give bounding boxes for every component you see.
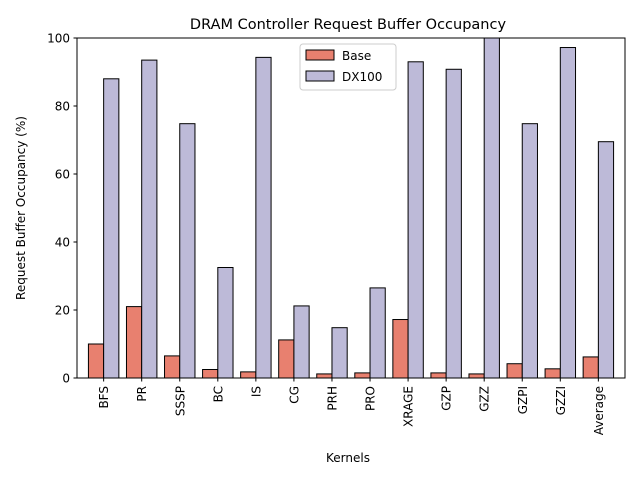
bar-base-gzpi — [506, 363, 523, 379]
bar-base-average — [582, 356, 599, 379]
x-tick-label: Average — [592, 386, 606, 435]
bar-base-xrage — [392, 319, 409, 379]
bar-dx100-is — [255, 56, 272, 379]
y-tick-label: 60 — [55, 168, 70, 182]
plot-frame — [76, 37, 626, 379]
bar-base-cg — [278, 339, 295, 379]
y-tick-label: 0 — [62, 372, 70, 386]
x-tick-label: GZZI — [554, 386, 568, 415]
bar-dx100-gzz — [483, 37, 500, 379]
bar-dx100-xrage — [407, 61, 424, 379]
x-tick-label: SSSP — [173, 386, 187, 416]
legend-swatch-base — [305, 49, 335, 61]
y-tick-label: 20 — [55, 304, 70, 318]
y-axis-ticks: 0 20 40 60 80 100 — [47, 32, 77, 386]
x-tick-label: BFS — [97, 386, 111, 409]
bar-base-prh — [316, 373, 333, 379]
bar-base-pro — [354, 372, 371, 379]
bar-dx100-gzp — [445, 68, 462, 379]
bar-dx100-sssp — [179, 123, 196, 379]
x-axis-ticks: BFS PR SSSP BC IS CG PRH PRO XRAGE GZP GZZ GZPI GZZI… — [97, 378, 606, 435]
x-tick-label: GZP — [440, 386, 454, 411]
x-tick-label: IS — [249, 386, 263, 397]
x-tick-label: PR — [135, 386, 149, 402]
bar-dx100-gzzi — [559, 47, 577, 379]
legend-label-base: Base — [342, 49, 371, 63]
bar-base-pr — [125, 306, 143, 379]
bar-base-sssp — [164, 355, 181, 379]
x-axis-label: Kernels — [326, 451, 370, 465]
y-tick-label: 100 — [47, 32, 70, 46]
x-tick-label: PRH — [325, 386, 339, 411]
chart-title: DRAM Controller Request Buffer Occupancy — [190, 17, 507, 33]
y-axis-label: Request Buffer Occupancy (%) — [14, 116, 28, 300]
legend-swatch-dx100 — [305, 70, 335, 82]
bar-dx100-bc — [217, 267, 234, 379]
x-tick-label: PRO — [364, 386, 378, 411]
legend-label-dx100: DX100 — [342, 70, 382, 84]
bar-dx100-average — [597, 141, 615, 379]
bar-base-bfs — [87, 343, 105, 379]
bar-base-bc — [202, 369, 219, 379]
bar-dx100-bfs — [103, 78, 120, 379]
y-tick-label: 40 — [55, 236, 70, 250]
x-tick-label: XRAGE — [402, 386, 416, 427]
bar-dx100-pro — [369, 287, 386, 379]
bar-dx100-prh — [331, 327, 348, 379]
legend: Base DX100 — [299, 43, 397, 91]
bar-base-is — [240, 371, 257, 379]
x-tick-label: BC — [211, 386, 225, 402]
x-tick-label: GZPI — [516, 386, 530, 414]
y-tick-label: 80 — [55, 100, 70, 114]
x-tick-label: CG — [287, 386, 301, 404]
bar-dx100-gzpi — [521, 123, 538, 379]
bar-dx100-cg — [293, 305, 310, 379]
x-tick-label: GZZ — [478, 386, 492, 412]
bar-base-gzp — [430, 372, 447, 379]
bar-base-gzz — [468, 373, 485, 379]
bar-base-gzzi — [544, 368, 561, 379]
bar-dx100-pr — [141, 59, 158, 379]
